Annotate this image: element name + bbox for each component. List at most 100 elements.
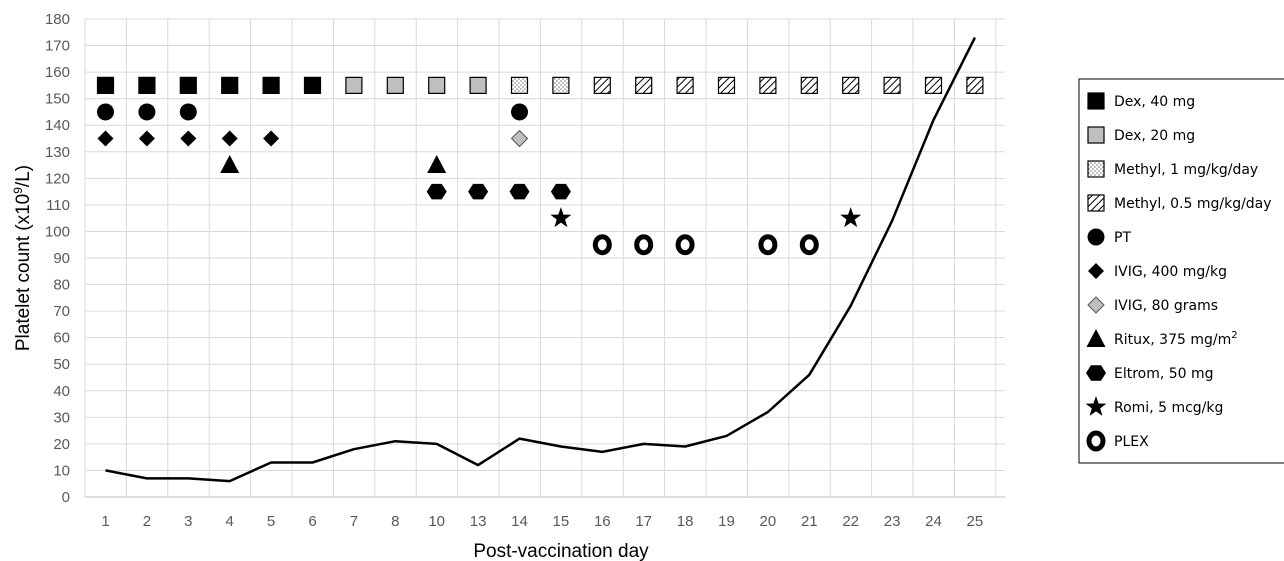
y-tick-label: 120	[45, 170, 70, 187]
marker-plex	[675, 234, 695, 256]
legend-icon-ivig400	[1088, 263, 1104, 279]
marker-plex	[799, 234, 819, 256]
x-tick-label: 23	[884, 513, 901, 530]
legend-icon-eltrom	[1086, 365, 1106, 381]
x-tick-label: 15	[553, 513, 570, 530]
legend-label-methyl05: Methyl, 0.5 mg/kg/day	[1114, 196, 1272, 212]
legend-label-pt: PT	[1114, 230, 1131, 246]
marker-dex40	[262, 76, 280, 94]
marker-pt	[97, 103, 114, 121]
marker-ritux	[427, 155, 447, 174]
marker-plex	[758, 234, 778, 256]
y-tick-label: 110	[46, 197, 70, 214]
legend-icon-dex20	[1087, 126, 1105, 144]
y-tick-label: 0	[62, 489, 70, 506]
legend-icon-romi	[1085, 396, 1107, 416]
y-tick-label: 170	[45, 38, 70, 55]
y-tick-label: 10	[53, 462, 70, 479]
legend-label-ivig80: IVIG, 80 grams	[1114, 298, 1218, 314]
x-tick-label: 7	[350, 513, 358, 530]
legend-label-plex: PLEX	[1114, 434, 1149, 450]
marker-dex40	[221, 76, 239, 94]
x-tick-label: 8	[391, 513, 399, 530]
x-tick-label: 2	[143, 513, 151, 530]
marker-methyl05	[842, 76, 860, 94]
marker-ivig400	[221, 130, 238, 147]
x-tick-label: 22	[842, 513, 859, 530]
x-tick-label: 19	[718, 513, 735, 530]
legend-icon-pt	[1087, 228, 1105, 246]
y-axis-title-tail: /L)	[13, 165, 34, 187]
marker-eltrom	[426, 183, 447, 200]
marker-plex	[592, 234, 612, 256]
x-tick-label: 18	[677, 513, 694, 530]
y-tick-label: 90	[53, 250, 70, 267]
marker-ivig400	[97, 130, 114, 147]
marker-dex20	[469, 76, 487, 94]
legend-label-eltrom: Eltrom, 50 mg	[1114, 366, 1214, 382]
gridlines	[84, 18, 1005, 498]
y-tick-label: 100	[45, 223, 70, 240]
marker-ivig80	[510, 129, 529, 148]
marker-dex40	[179, 76, 197, 94]
marker-romi	[550, 207, 572, 228]
y-tick-label: 50	[53, 356, 70, 373]
marker-methyl05	[717, 76, 736, 94]
x-tick-label: 10	[428, 513, 445, 530]
y-tick-label: 140	[45, 117, 70, 134]
legend-icon-plex	[1086, 430, 1106, 452]
legend-label-dex40: Dex, 40 mg	[1114, 94, 1195, 110]
x-tick-label: 3	[184, 513, 192, 530]
x-tick-label: 14	[511, 513, 528, 530]
y-axis-title: Platelet count (x109/L)	[11, 165, 34, 351]
marker-eltrom	[468, 183, 489, 200]
legend-label-dex20: Dex, 20 mg	[1114, 128, 1195, 144]
y-tick-label: 30	[53, 409, 70, 426]
y-tick-label: 40	[53, 383, 70, 400]
treatment-markers	[96, 76, 984, 256]
platelet-series	[105, 37, 977, 483]
y-axis-title-main: Platelet count (x10	[13, 194, 34, 351]
marker-methyl05	[924, 76, 943, 94]
marker-eltrom	[509, 183, 530, 200]
x-tick-label: 21	[801, 513, 818, 530]
marker-methyl1	[510, 76, 529, 94]
y-tick-label: 60	[53, 330, 70, 347]
legend-label-ivig400: IVIG, 400 mg/kg	[1114, 264, 1227, 280]
x-tick-label: 5	[267, 513, 275, 530]
marker-dex40	[138, 76, 156, 94]
marker-dex20	[345, 76, 363, 94]
legend: Dex, 40 mg Dex, 20 mg Methyl, 1 mg/kg/day M…	[1078, 78, 1284, 464]
x-tick-label: 16	[594, 513, 611, 530]
legend-icon-methyl05	[1087, 194, 1105, 212]
y-tick-label: 70	[53, 303, 70, 320]
marker-dex20	[386, 76, 404, 94]
marker-ivig400	[180, 130, 197, 147]
x-tick-label: 6	[308, 513, 316, 530]
legend-label-methyl1: Methyl, 1 mg/kg/day	[1114, 162, 1258, 178]
marker-ivig400	[138, 130, 155, 147]
marker-methyl05	[593, 76, 611, 94]
marker-methyl1	[552, 76, 570, 94]
y-tick-label: 80	[53, 277, 70, 294]
legend-icon-dex40	[1087, 92, 1105, 110]
legend-label-ritux: Ritux, 375 mg/m2	[1114, 330, 1238, 348]
x-tick-label: 1	[101, 513, 109, 530]
marker-methyl05	[676, 76, 694, 94]
marker-ritux	[220, 155, 240, 174]
marker-dex40	[96, 76, 115, 94]
x-tick-label: 20	[760, 513, 777, 530]
marker-pt	[511, 103, 528, 121]
marker-methyl05	[759, 76, 777, 94]
x-tick-label: 24	[925, 513, 942, 530]
marker-pt	[138, 103, 156, 121]
platelet-line	[105, 37, 977, 483]
legend-icon-ivig80	[1087, 296, 1105, 314]
marker-romi	[840, 207, 862, 228]
x-tick-label: 4	[226, 513, 234, 530]
legend-icon-methyl1	[1087, 160, 1105, 178]
marker-methyl05	[800, 76, 818, 94]
y-tick-label: 20	[53, 436, 70, 453]
y-tick-label: 160	[45, 64, 70, 81]
